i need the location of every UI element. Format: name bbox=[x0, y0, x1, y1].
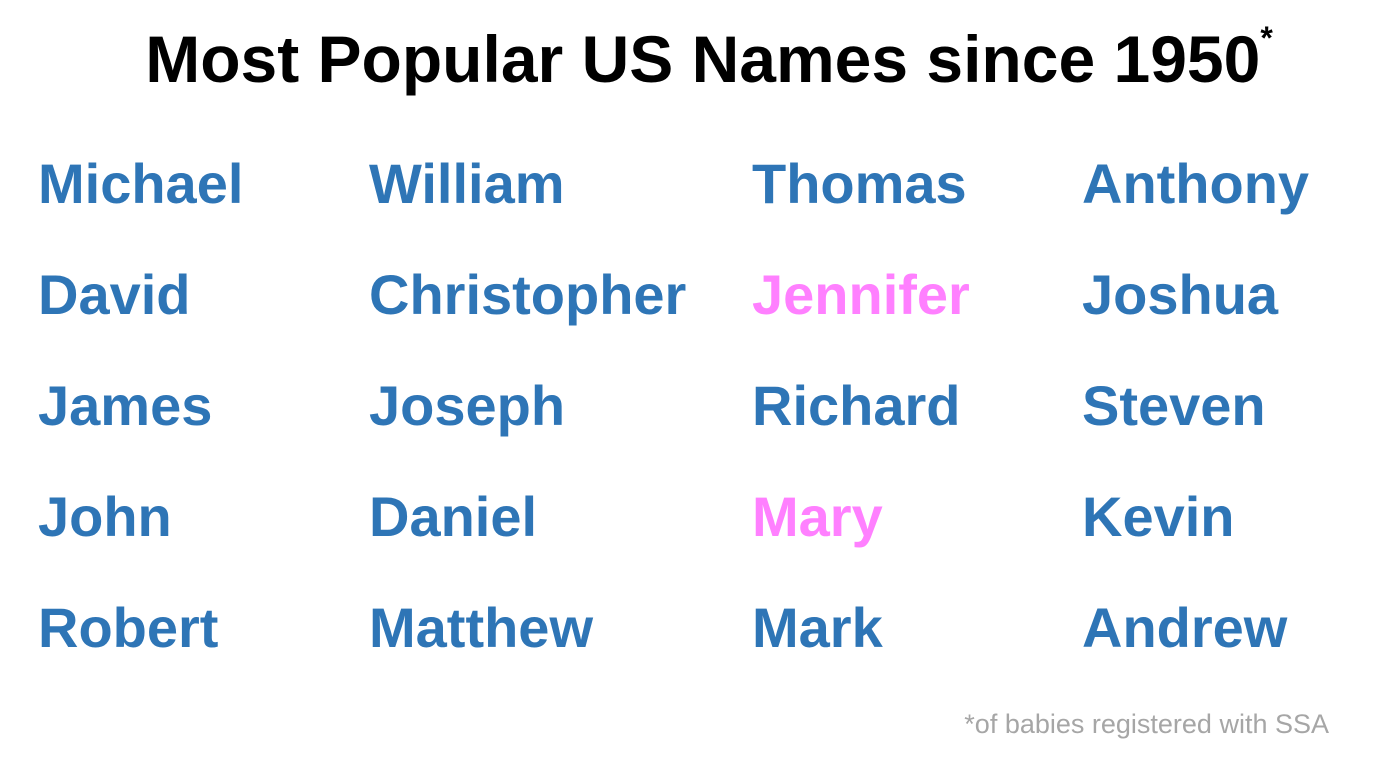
name-michael: Michael bbox=[38, 152, 244, 215]
name-thomas: Thomas bbox=[752, 152, 967, 215]
name-christopher: Christopher bbox=[369, 263, 687, 326]
title-text: Most Popular US Names since 1950 bbox=[145, 22, 1261, 96]
name-robert: Robert bbox=[38, 596, 219, 659]
title-footnote-marker: * bbox=[1260, 20, 1273, 56]
name-andrew: Andrew bbox=[1082, 596, 1288, 659]
name-richard: Richard bbox=[752, 374, 961, 437]
footnote: *of babies registered with SSA bbox=[964, 709, 1329, 739]
name-jennifer: Jennifer bbox=[752, 263, 970, 326]
name-james: James bbox=[38, 374, 213, 437]
name-mary: Mary bbox=[752, 485, 883, 548]
name-john: John bbox=[38, 485, 172, 548]
name-kevin: Kevin bbox=[1082, 485, 1235, 548]
name-william: William bbox=[369, 152, 565, 215]
name-steven: Steven bbox=[1082, 374, 1266, 437]
name-joshua: Joshua bbox=[1082, 263, 1279, 326]
name-matthew: Matthew bbox=[369, 596, 593, 659]
page-title: Most Popular US Names since 1950* bbox=[0, 22, 1400, 92]
name-mark: Mark bbox=[752, 596, 883, 659]
name-david: David bbox=[38, 263, 191, 326]
name-daniel: Daniel bbox=[369, 485, 538, 548]
name-joseph: Joseph bbox=[369, 374, 566, 437]
name-anthony: Anthony bbox=[1082, 152, 1310, 215]
